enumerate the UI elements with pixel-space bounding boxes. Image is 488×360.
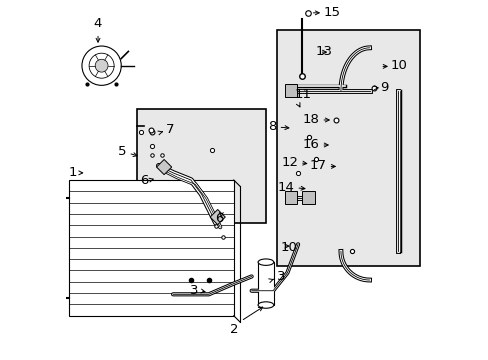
Ellipse shape [258,302,273,308]
Text: 16: 16 [302,138,319,151]
Text: 14: 14 [277,181,294,194]
Ellipse shape [258,259,273,265]
Bar [210,210,225,225]
Circle shape [82,46,121,85]
Text: 12: 12 [281,156,298,168]
Text: 7: 7 [165,123,174,136]
Bar [258,262,273,305]
Polygon shape [69,180,233,316]
Text: 11: 11 [294,89,311,102]
Circle shape [95,59,108,72]
Bar [276,30,419,266]
Text: 3: 3 [189,284,198,297]
Circle shape [89,53,114,78]
Text: 10: 10 [280,241,297,255]
Bar [284,84,297,97]
Bar [302,192,315,204]
Text: 17: 17 [309,159,326,172]
Text: 9: 9 [380,81,388,94]
Text: 3: 3 [276,270,285,283]
Bar [137,109,265,223]
Text: 13: 13 [315,45,332,58]
Text: 6: 6 [140,174,148,186]
Text: 1: 1 [68,166,77,179]
Text: 8: 8 [268,120,276,133]
Bar [156,159,171,175]
Text: 10: 10 [390,59,407,72]
Text: 2: 2 [229,323,238,336]
Bar [284,192,297,204]
Text: 6: 6 [215,212,223,225]
Text: 15: 15 [323,6,339,19]
Text: 5: 5 [118,145,126,158]
Text: 4: 4 [94,17,102,30]
Text: 18: 18 [302,113,319,126]
